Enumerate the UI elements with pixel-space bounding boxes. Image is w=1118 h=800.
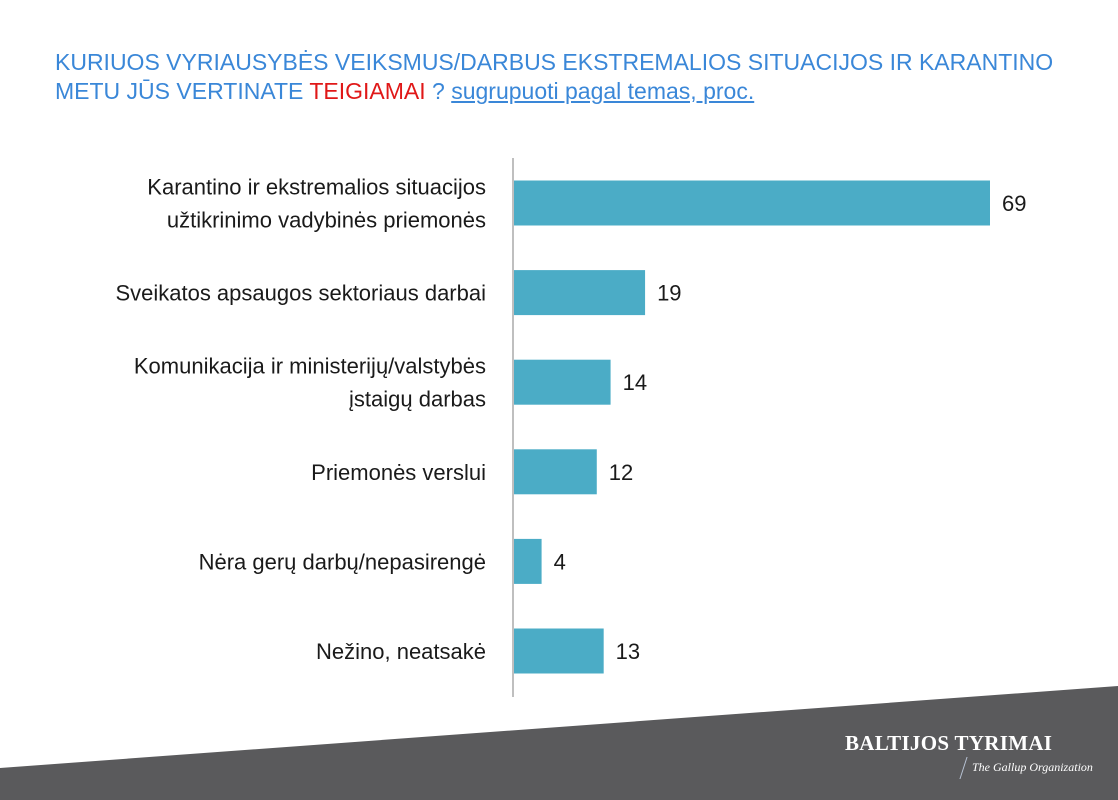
category-label: Priemonės verslui bbox=[311, 460, 486, 485]
category-label: užtikrinimo vadybinės priemonės bbox=[167, 208, 486, 233]
title-highlight: TEIGIAMAI bbox=[309, 78, 426, 104]
category-label: įstaigų darbas bbox=[349, 387, 486, 412]
brand-logo-text: BALTIJOS TYRIMAI bbox=[845, 731, 1053, 755]
category-label: Sveikatos apsaugos sektoriaus darbai bbox=[115, 281, 486, 306]
title-text: KURIUOS VYRIAUSYBĖS VEIKSMUS/DARBUS EKST… bbox=[55, 49, 1054, 104]
category-label: Nėra gerų darbų/nepasirengė bbox=[199, 549, 486, 574]
bar bbox=[514, 270, 646, 316]
bar bbox=[514, 628, 604, 674]
brand-tagline: The Gallup Organization bbox=[972, 760, 1093, 774]
chart-title: KURIUOS VYRIAUSYBĖS VEIKSMUS/DARBUS EKST… bbox=[55, 48, 1075, 106]
value-label: 4 bbox=[554, 549, 566, 574]
category-label: Komunikacija ir ministerijų/valstybės bbox=[134, 354, 486, 379]
footer-band-shape bbox=[0, 686, 1118, 800]
category-label: Nežino, neatsakė bbox=[316, 639, 486, 664]
bar-chart: 69 Karantino ir ekstremalios situacijos už… bbox=[115, 158, 1026, 697]
value-label: 14 bbox=[623, 370, 647, 395]
value-label: 69 bbox=[1002, 191, 1026, 216]
value-label: 19 bbox=[657, 281, 681, 306]
bar bbox=[514, 449, 597, 495]
bar bbox=[514, 538, 542, 584]
title-link[interactable]: sugrupuoti pagal temas, proc. bbox=[451, 78, 755, 104]
category-label: Karantino ir ekstremalios situacijos bbox=[147, 175, 486, 200]
title-question-mark: ? bbox=[432, 78, 445, 104]
bar bbox=[514, 359, 611, 405]
value-label: 12 bbox=[609, 460, 633, 485]
value-label: 13 bbox=[616, 639, 640, 664]
bar bbox=[514, 180, 990, 226]
